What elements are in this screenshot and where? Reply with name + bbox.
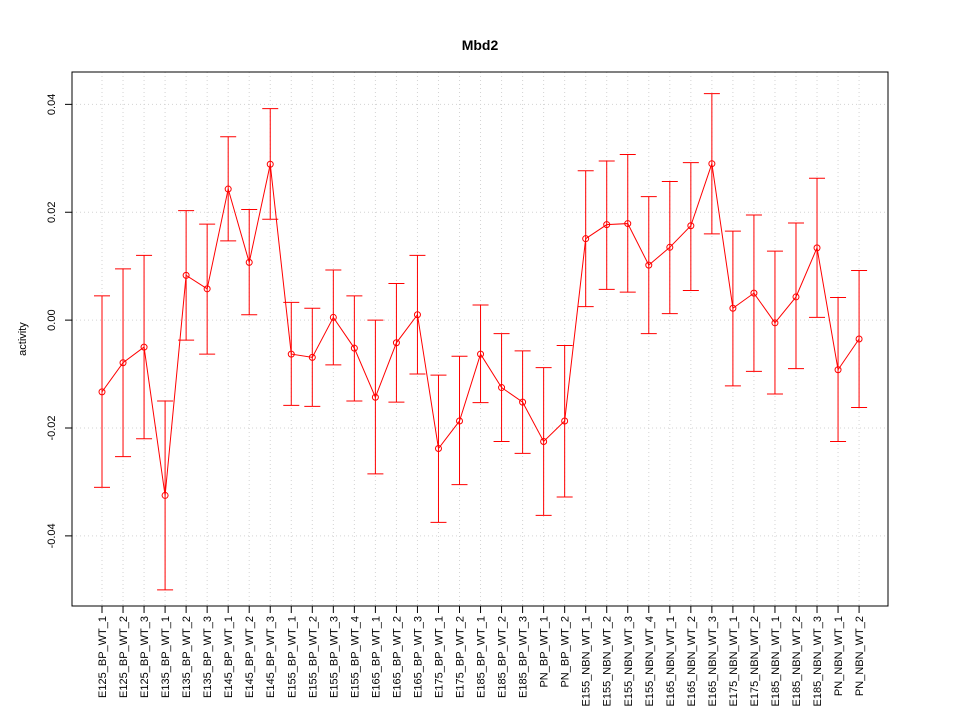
data-point (413, 311, 421, 319)
data-point (203, 285, 211, 293)
data-point (855, 335, 863, 343)
x-tick-label: PN_BP_WT_1 (539, 616, 551, 688)
x-tick-label: E125_BP_WT_2 (118, 616, 130, 698)
x-tick-label: E125_BP_WT_3 (139, 616, 151, 698)
y-tick-label: 0.04 (46, 94, 58, 115)
data-point (750, 289, 758, 297)
data-point (350, 344, 358, 352)
data-point (434, 444, 442, 452)
data-point (266, 160, 274, 168)
data-point (540, 437, 548, 445)
x-tick-label: PN_BP_WT_2 (560, 616, 572, 688)
x-tick-label: E185_BP_WT_2 (497, 616, 509, 698)
x-tick-label: E165_BP_WT_2 (391, 616, 403, 698)
data-point (329, 313, 337, 321)
x-tick-label: E155_BP_WT_4 (349, 616, 361, 698)
x-tick-label: E175_NBN_WT_2 (749, 616, 761, 707)
x-tick-label: E185_BP_WT_1 (476, 616, 488, 698)
x-tick-label: E155_NBN_WT_4 (644, 616, 656, 707)
y-tick-label: 0.00 (46, 309, 58, 330)
y-axis-label: activity (17, 322, 29, 356)
data-point (371, 393, 379, 401)
data-point (308, 353, 316, 361)
y-axis: -0.04 -0.02 0.00 0.02 0.04 (46, 94, 72, 548)
data-point (161, 491, 169, 499)
x-tick-label: E135_BP_WT_2 (181, 616, 193, 698)
data-point (519, 398, 527, 406)
data-point (245, 258, 253, 266)
x-tick-label: PN_NBN_WT_2 (854, 616, 866, 696)
x-tick-label: E175_NBN_WT_1 (728, 616, 740, 707)
data-point (708, 160, 716, 168)
x-tick-label: E135_BP_WT_1 (160, 616, 172, 698)
data-point (287, 350, 295, 358)
y-tick-label: -0.02 (46, 415, 58, 440)
x-tick-label: E155_NBN_WT_2 (602, 616, 614, 707)
data-point (140, 343, 148, 351)
x-tick-label: E185_NBN_WT_1 (770, 616, 782, 707)
x-tick-label: E165_NBN_WT_2 (686, 616, 698, 707)
chart-title: Mbd2 (462, 37, 499, 53)
plot-frame (71, 71, 889, 607)
x-tick-label: E165_NBN_WT_3 (707, 616, 719, 707)
x-tick-label: E175_BP_WT_2 (455, 616, 467, 698)
data-point (624, 220, 632, 228)
x-tick-label: E155_NBN_WT_1 (581, 616, 593, 707)
data-point (834, 366, 842, 374)
data-point (477, 350, 485, 358)
data-point (813, 244, 821, 252)
x-tick-label: E145_BP_WT_3 (265, 616, 277, 698)
series-line (101, 163, 860, 496)
data-point (582, 235, 590, 243)
data-point (729, 304, 737, 312)
data-point (603, 221, 611, 229)
data-point (645, 261, 653, 269)
data-point (98, 388, 106, 396)
x-tick-label: E155_BP_WT_2 (307, 616, 319, 698)
x-tick-label: E185_NBN_WT_2 (791, 616, 803, 707)
x-tick-label: E165_BP_WT_3 (412, 616, 424, 698)
data-point (498, 384, 506, 392)
x-tick-label: PN_NBN_WT_1 (833, 616, 845, 696)
data-point (119, 359, 127, 367)
x-tick-label: E125_BP_WT_1 (97, 616, 109, 698)
x-tick-label: E145_BP_WT_1 (223, 616, 235, 698)
data-point (392, 339, 400, 347)
y-tick-label: -0.04 (46, 523, 58, 548)
x-axis: E125_BP_WT_1 E125_BP_WT_2 E125_BP_WT_3 E135… (97, 606, 866, 707)
x-tick-label: E155_NBN_WT_3 (623, 616, 635, 707)
x-tick-label: E165_BP_WT_1 (370, 616, 382, 698)
data-point (771, 319, 779, 327)
y-tick-label: 0.02 (46, 202, 58, 223)
x-tick-label: E185_BP_WT_3 (518, 616, 530, 698)
x-tick-label: E155_BP_WT_1 (286, 616, 298, 698)
data-point (561, 417, 569, 425)
data-point (456, 417, 464, 425)
data-point (182, 271, 190, 279)
x-tick-label: E185_NBN_WT_3 (812, 616, 824, 707)
x-tick-label: E175_BP_WT_1 (433, 616, 445, 698)
series-points (98, 160, 863, 499)
x-tick-label: E135_BP_WT_3 (202, 616, 214, 698)
data-point (224, 185, 232, 193)
x-tick-label: E155_BP_WT_3 (328, 616, 340, 698)
data-point (687, 222, 695, 230)
x-tick-label: E145_BP_WT_2 (244, 616, 256, 698)
data-point (666, 243, 674, 251)
series-polyline (101, 163, 860, 496)
x-tick-label: E165_NBN_WT_1 (665, 616, 677, 707)
data-point (792, 293, 800, 301)
grid (72, 72, 888, 606)
